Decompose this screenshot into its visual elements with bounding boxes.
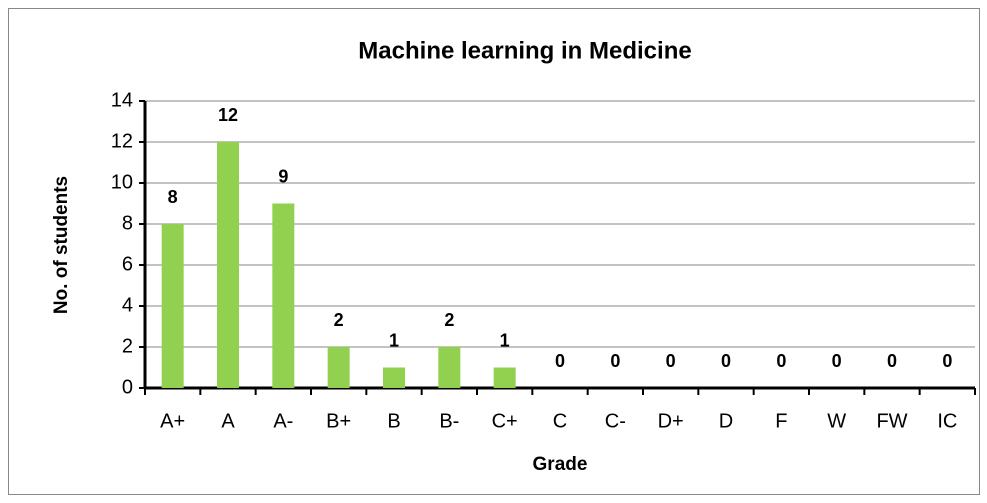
x-tick-label: A bbox=[221, 410, 235, 432]
y-tick-label: 12 bbox=[111, 130, 133, 152]
data-label: 0 bbox=[610, 351, 620, 371]
data-label: 9 bbox=[278, 166, 288, 186]
bar bbox=[383, 367, 405, 388]
data-label: 0 bbox=[666, 351, 676, 371]
y-tick-label: 4 bbox=[122, 294, 133, 316]
x-tick-label: B- bbox=[439, 410, 459, 432]
y-tick-label: 10 bbox=[111, 171, 133, 193]
x-tick-label: B bbox=[387, 410, 400, 432]
y-tick-label: 8 bbox=[122, 212, 133, 234]
bar bbox=[161, 224, 184, 388]
data-label: 1 bbox=[389, 330, 399, 350]
x-tick-label: W bbox=[827, 410, 846, 432]
x-tick-label: C+ bbox=[492, 410, 518, 432]
data-label: 8 bbox=[168, 187, 178, 207]
data-label: 2 bbox=[334, 310, 344, 330]
y-axis-label: No. of students bbox=[51, 176, 72, 314]
bar bbox=[217, 142, 239, 388]
bar bbox=[438, 347, 461, 388]
data-label: 2 bbox=[444, 310, 454, 330]
x-tick-label: FW bbox=[876, 410, 907, 432]
x-tick-label: C bbox=[553, 410, 567, 432]
x-axis-label: Grade bbox=[533, 454, 588, 475]
y-tick-label: 6 bbox=[122, 253, 133, 275]
x-tick-label: D bbox=[719, 410, 733, 432]
data-label: 12 bbox=[218, 105, 238, 125]
data-label: 1 bbox=[500, 330, 510, 350]
y-tick-label: 2 bbox=[122, 335, 133, 357]
bar bbox=[327, 347, 350, 388]
chart-title: Machine learning in Medicine bbox=[358, 37, 691, 64]
x-tick-label: C- bbox=[605, 410, 626, 432]
x-tick-label: D+ bbox=[658, 410, 684, 432]
x-tick-label: A- bbox=[273, 410, 293, 432]
data-label: 0 bbox=[555, 351, 565, 371]
data-label: 0 bbox=[887, 351, 897, 371]
data-label: 0 bbox=[832, 351, 842, 371]
bar bbox=[272, 203, 295, 388]
bar bbox=[493, 367, 516, 388]
x-tick-label: IC bbox=[937, 410, 957, 432]
x-tick-label: B+ bbox=[326, 410, 351, 432]
y-tick-label: 14 bbox=[111, 89, 133, 111]
x-tick-label: F bbox=[775, 410, 787, 432]
y-tick-label: 0 bbox=[122, 376, 133, 398]
data-label: 0 bbox=[776, 351, 786, 371]
data-label: 0 bbox=[942, 351, 952, 371]
x-tick-label: A+ bbox=[160, 410, 185, 432]
data-label: 0 bbox=[721, 351, 731, 371]
